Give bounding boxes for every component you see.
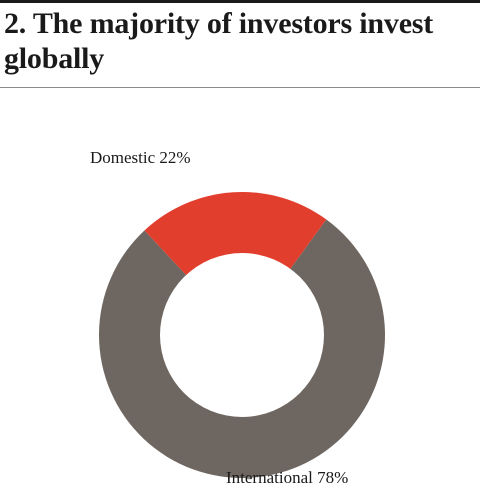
slice-label-domestic: Domestic 22% (90, 148, 191, 167)
title-divider (0, 87, 480, 88)
chart-title: 2. The majority of investors invest glob… (4, 7, 434, 75)
donut-hole (160, 253, 324, 417)
slice-label-international: International 78% (226, 468, 348, 487)
top-rule (0, 0, 480, 3)
